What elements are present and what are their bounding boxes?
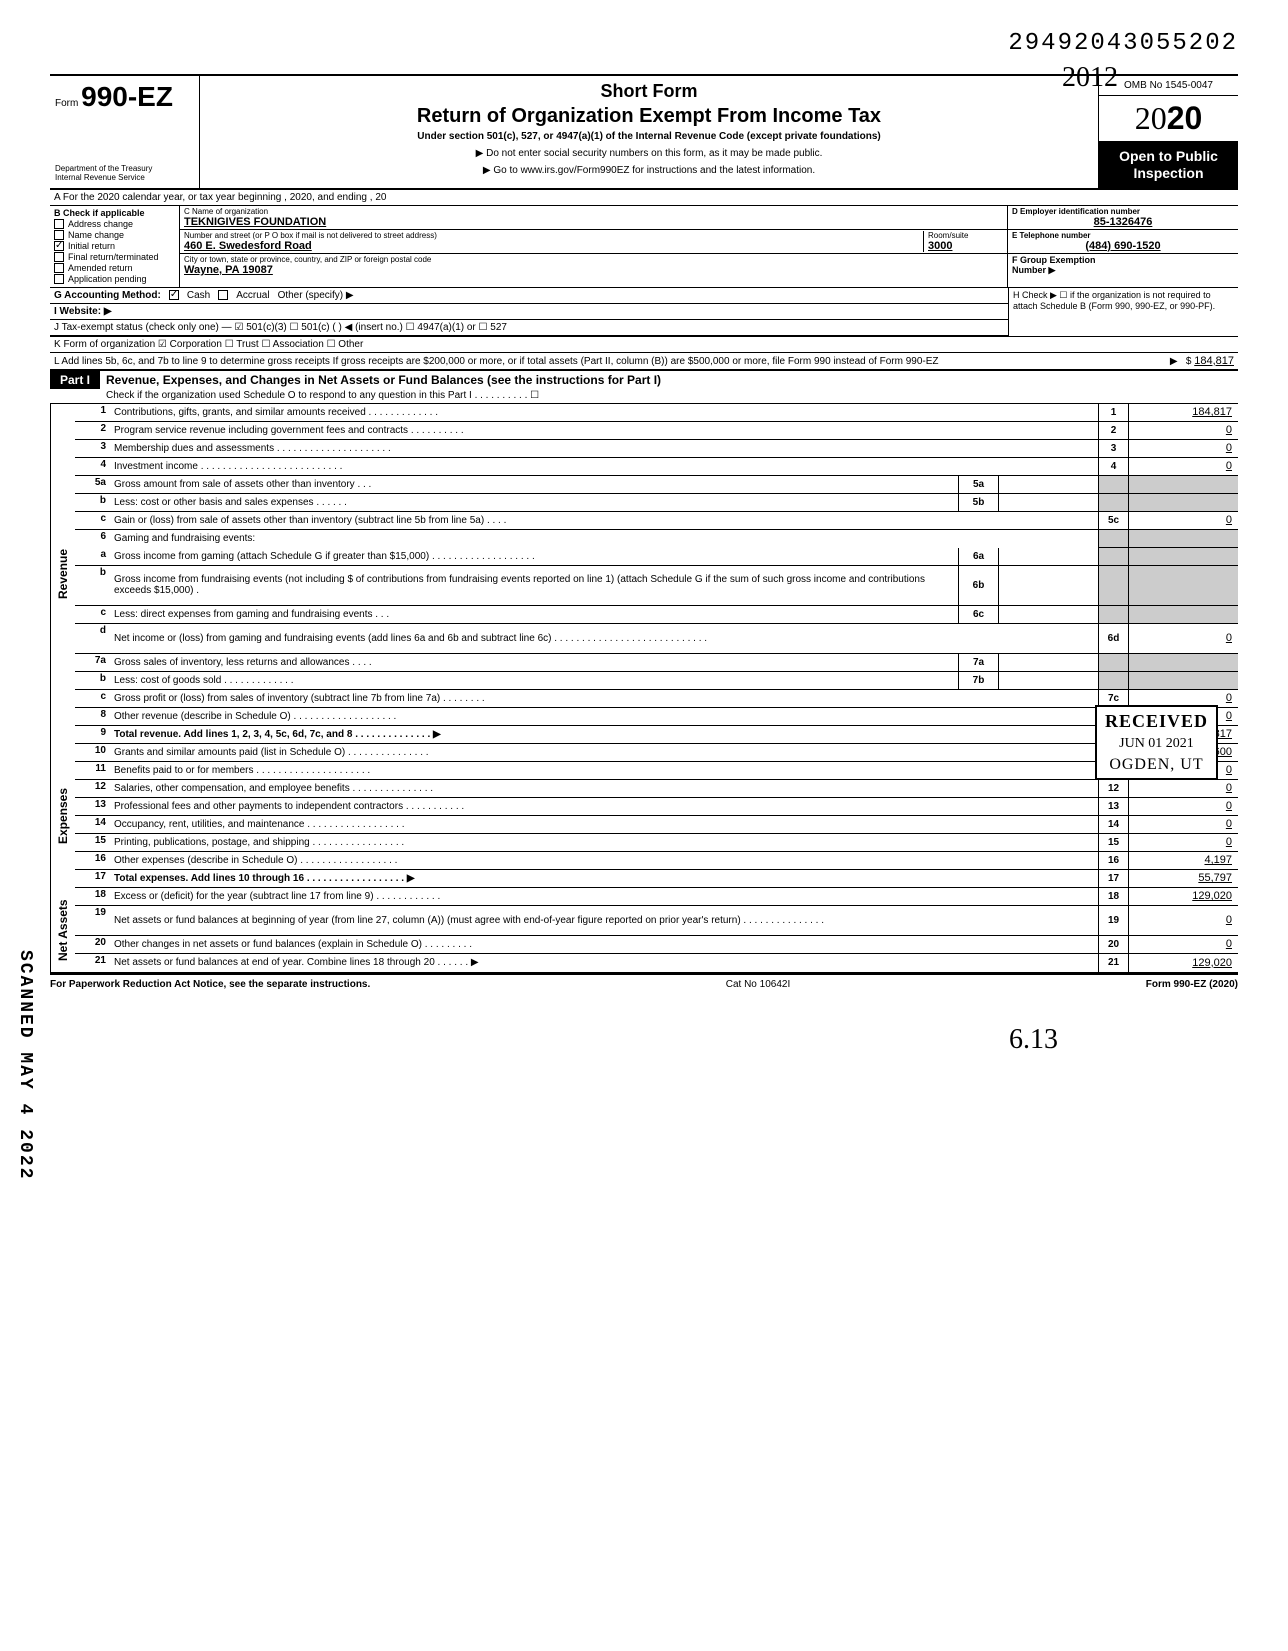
tax-year: 20202020 — [1099, 96, 1238, 142]
cb-cash[interactable] — [169, 290, 179, 300]
omb-number: OMB No 1545-0047 — [1099, 76, 1238, 96]
netassets-section: Net Assets 18Excess or (deficit) for the… — [50, 888, 1238, 974]
cb-final-return[interactable]: Final return/terminated — [54, 252, 175, 262]
part1-header: Part I Revenue, Expenses, and Changes in… — [50, 371, 1238, 404]
section-c: C Name of organization TEKNIGIVES FOUNDA… — [180, 206, 1008, 287]
line20-amt: 0 — [1128, 936, 1238, 953]
section-d: D Employer identification number 85-1326… — [1008, 206, 1238, 287]
line19-amt: 0 — [1128, 906, 1238, 935]
line21-amt: 129,020 — [1128, 954, 1238, 972]
phone-label: E Telephone number — [1012, 231, 1234, 240]
form-prefix: Form — [55, 98, 78, 109]
cb-name-change[interactable]: Name change — [54, 230, 175, 240]
org-info-section: B Check if applicable Address change Nam… — [50, 206, 1238, 288]
line13-amt: 0 — [1128, 798, 1238, 815]
row-h: H Check ▶ ☐ if the organization is not r… — [1008, 288, 1238, 336]
city: Wayne, PA 19087 — [184, 264, 1003, 276]
row-i: I Website: ▶ — [50, 304, 1008, 320]
revenue-section: Revenue 1Contributions, gifts, grants, a… — [50, 404, 1238, 744]
part1-title: Revenue, Expenses, and Changes in Net As… — [106, 373, 661, 387]
received-stamp: RECEIVED JUN 01 2021 OGDEN, UT — [1095, 705, 1218, 780]
line2-amt: 0 — [1128, 422, 1238, 439]
part1-check: Check if the organization used Schedule … — [106, 390, 539, 401]
cb-amended[interactable]: Amended return — [54, 263, 175, 273]
line12-amt: 0 — [1128, 780, 1238, 797]
cb-initial-return[interactable]: Initial return — [54, 241, 175, 251]
row-k: K Form of organization ☑ Corporation ☐ T… — [50, 337, 1238, 353]
dept-text: Department of the Treasury Internal Reve… — [55, 165, 194, 183]
footer-left: For Paperwork Reduction Act Notice, see … — [50, 979, 370, 990]
row-j: J Tax-exempt status (check only one) — ☑… — [50, 320, 1008, 336]
line16-amt: 4,197 — [1128, 852, 1238, 869]
ein: 85-1326476 — [1012, 216, 1234, 228]
scanned-stamp: SCANNED MAY 4 2022 — [15, 950, 35, 1180]
short-form-label: Short Form — [210, 81, 1088, 102]
cb-pending[interactable]: Application pending — [54, 274, 175, 284]
cb-accrual[interactable] — [218, 290, 228, 300]
subtitle: Under section 501(c), 527, or 4947(a)(1)… — [210, 131, 1088, 142]
part1-label: Part I — [50, 371, 100, 389]
main-title: Return of Organization Exempt From Incom… — [210, 105, 1088, 128]
line-a: A For the 2020 calendar year, or tax yea… — [50, 190, 1238, 206]
line3-amt: 0 — [1128, 440, 1238, 457]
ssn-warning: ▶ Do not enter social security numbers o… — [210, 148, 1088, 159]
open-public: Open to Public Inspection — [1099, 142, 1238, 188]
form-number: 990-EZ — [81, 81, 173, 112]
room: 3000 — [928, 240, 1003, 252]
room-label: Room/suite — [928, 231, 1003, 240]
line14-amt: 0 — [1128, 816, 1238, 833]
org-name-label: C Name of organization — [184, 207, 1003, 216]
line4-amt: 0 — [1128, 458, 1238, 475]
expenses-label: Expenses — [50, 744, 75, 888]
line6d-amt: 0 — [1128, 624, 1238, 653]
top-stamp-number: 29492043055202 — [50, 30, 1238, 57]
footer: For Paperwork Reduction Act Notice, see … — [50, 974, 1238, 994]
line1-amt: 184,817 — [1128, 404, 1238, 421]
row-g: G Accounting Method: Cash Accrual Other … — [50, 288, 1008, 304]
footer-right: Form 990-EZ (2020) — [1146, 979, 1238, 990]
line15-amt: 0 — [1128, 834, 1238, 851]
cb-address-change[interactable]: Address change — [54, 219, 175, 229]
section-b-label: B Check if applicable — [54, 208, 175, 218]
addr: 460 E. Swedesford Road — [184, 240, 923, 252]
row-l: L Add lines 5b, 6c, and 7b to line 9 to … — [50, 353, 1238, 371]
line17-amt: 55,797 — [1128, 870, 1238, 887]
expenses-section: Expenses 10Grants and similar amounts pa… — [50, 744, 1238, 888]
org-name: TEKNIGIVES FOUNDATION — [184, 216, 1003, 228]
form-header: Form 990-EZ Department of the Treasury I… — [50, 74, 1238, 190]
revenue-label: Revenue — [50, 404, 75, 744]
ein-label: D Employer identification number — [1012, 207, 1234, 216]
gross-receipts: 184,817 — [1194, 355, 1234, 367]
section-b: B Check if applicable Address change Nam… — [50, 206, 180, 287]
addr-label: Number and street (or P O box if mail is… — [184, 231, 923, 240]
netassets-label: Net Assets — [50, 888, 75, 972]
handwritten-bottom: 6.13 — [50, 1024, 1238, 1056]
line5c-amt: 0 — [1128, 512, 1238, 529]
line18-amt: 129,020 — [1128, 888, 1238, 905]
phone: (484) 690-1520 — [1012, 240, 1234, 252]
goto-link: ▶ Go to www.irs.gov/Form990EZ for instru… — [210, 165, 1088, 176]
city-label: City or town, state or province, country… — [184, 255, 1003, 264]
group-exemption: F Group Exemption Number ▶ — [1008, 254, 1238, 277]
footer-center: Cat No 10642I — [726, 979, 791, 990]
